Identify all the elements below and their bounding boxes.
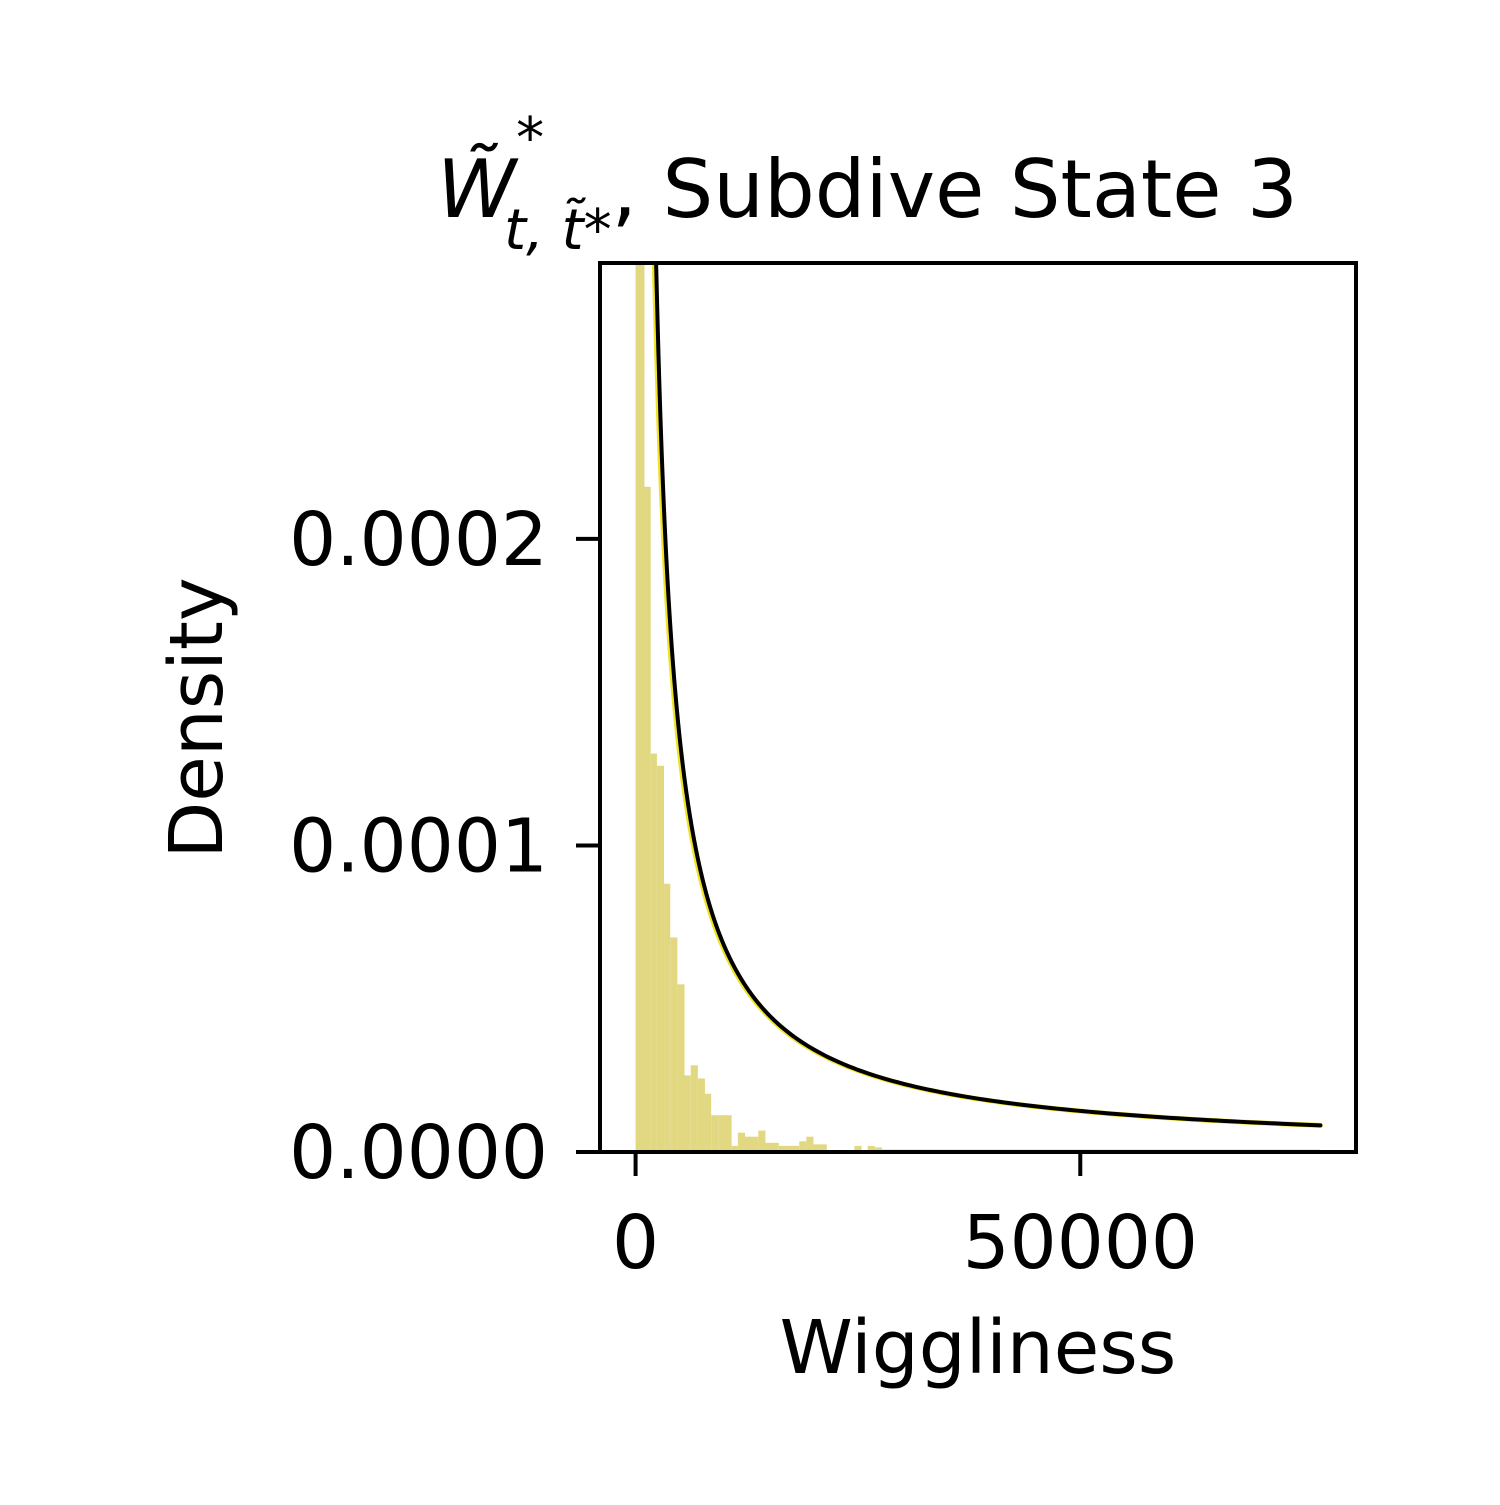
title-text: , Subdive State 3: [612, 143, 1298, 236]
histogram-bar: [690, 1065, 698, 1152]
histogram-bar: [697, 1078, 705, 1152]
title-superscript: *: [516, 106, 544, 171]
histogram-bar: [765, 1142, 779, 1152]
title-symbol: W̃: [437, 142, 519, 236]
histogram-bar: [711, 1115, 719, 1152]
y-axis: 0.0000 0.0001 0.0002: [289, 497, 600, 1196]
histogram-bar: [874, 1147, 882, 1152]
histogram-bar: [778, 1145, 800, 1152]
histogram-bar: [731, 1145, 738, 1152]
y-tick-label: 0.0002: [289, 497, 548, 583]
y-axis-label: Density: [154, 577, 240, 858]
histogram-bar: [737, 1132, 745, 1152]
histogram-bar: [744, 1136, 759, 1152]
chart-title: W̃* t, t̃*, Subdive State 3: [437, 106, 1298, 263]
histogram-bar: [799, 1141, 807, 1152]
fit-line: [654, 263, 1323, 1128]
plot-frame: [598, 261, 1358, 1154]
histogram-bar: [813, 1144, 827, 1152]
histogram-bar: [854, 1145, 862, 1152]
y-tick-label: 0.0001: [289, 803, 548, 889]
fit-curves: [651, 263, 1323, 1128]
histogram-bar: [670, 937, 678, 1152]
histogram-bar: [635, 263, 645, 1152]
histogram-bar: [867, 1145, 875, 1152]
histogram-bars: [635, 263, 1321, 1152]
histogram-bar: [644, 486, 651, 1152]
histogram-bar: [806, 1136, 814, 1152]
histogram-bar: [684, 1075, 691, 1152]
histogram-bar: [664, 883, 671, 1152]
x-axis: 0 50000: [612, 1152, 1198, 1286]
histogram-bar: [677, 984, 685, 1152]
histogram-bar: [704, 1093, 712, 1152]
histogram-bar: [650, 753, 657, 1152]
y-tick-label: 0.0000: [289, 1110, 548, 1196]
histogram-bar: [656, 765, 665, 1152]
title-subscript: t, t̃*: [504, 198, 612, 263]
x-axis-label: Wiggliness: [780, 1305, 1177, 1391]
histogram-bar: [758, 1130, 766, 1152]
histogram-bar: [718, 1115, 732, 1152]
x-tick-label: 0: [612, 1200, 659, 1286]
x-tick-label: 50000: [963, 1200, 1198, 1286]
